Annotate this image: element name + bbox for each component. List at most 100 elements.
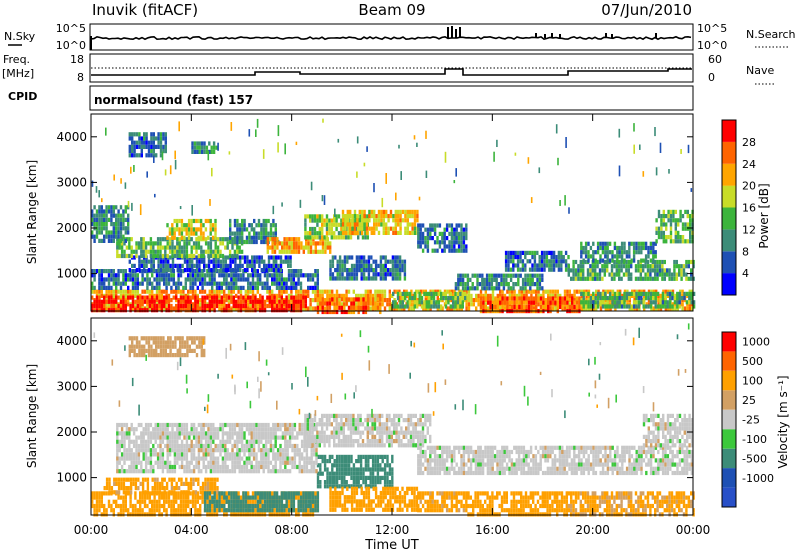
colorbar-tick-label: 24 [742,158,756,171]
power-cell [130,249,133,254]
power-cell [184,303,187,309]
power-cell [649,264,652,269]
power-cell [235,303,238,309]
power-cell [262,227,265,232]
power-cell [357,226,360,232]
power-cell [95,295,99,300]
power-cell [179,303,183,309]
velocity-cell [158,486,162,491]
velocity-cell [124,503,127,509]
power-cell [507,263,510,268]
velocity-cell [285,512,288,517]
power-cell [661,272,664,277]
power-cell [501,296,504,301]
power-cell [459,273,462,278]
power-cell [287,293,291,298]
power-cell [633,123,635,132]
power-cell [131,281,135,286]
power-cell [345,235,348,240]
power-cell [542,304,545,309]
power-cell [160,299,163,304]
power-cell [484,302,487,307]
power-cell [163,289,166,294]
power-cell [135,132,139,137]
power-cell [596,304,600,309]
power-cell [269,227,273,232]
power-cell [187,295,190,300]
power-cell [507,259,510,264]
power-cell [373,183,375,193]
power-cell [491,300,495,305]
power-cell [237,277,240,282]
power-cell [229,235,232,240]
power-cell [416,218,419,223]
power-cell [318,214,321,219]
power-cell [246,255,249,260]
power-cell [362,297,365,302]
power-cell [165,302,168,307]
power-cell [316,231,319,236]
power-cell [681,306,684,311]
power-cell [186,268,189,273]
power-cell [107,230,111,235]
power-cell [521,282,525,287]
power-cell [319,305,322,310]
power-cell [477,293,480,298]
power-cell [655,226,658,231]
power-cell [239,268,242,273]
power-cell [208,303,211,309]
power-cell [637,296,641,301]
power-cell [145,140,148,145]
velocity-cell [218,491,221,496]
power-cell [263,263,266,268]
power-cell [649,245,653,251]
velocity-cell [227,495,231,500]
power-cell [281,245,284,250]
power-cell [115,308,118,313]
velocity-cell [197,481,200,486]
power-cell [454,286,458,291]
velocity-cell [127,477,130,482]
power-cell [141,289,144,294]
power-cell [640,241,643,246]
power-cell [671,289,675,294]
nsearch-tick-bottom: 10^0 [697,39,727,52]
power-cell [271,273,274,278]
power-cell [672,239,675,244]
power-cell [280,303,283,309]
power-cell [676,291,679,296]
velocity-cell [146,481,150,486]
power-cell [297,277,300,282]
velocity-cell [182,503,185,509]
power-cell [142,249,145,254]
power-cell [209,237,213,242]
power-cell [194,308,197,313]
power-cell [635,300,638,305]
power-cell [275,303,279,309]
power-cell [105,127,107,136]
power-cell [335,301,339,306]
power-cell [580,254,583,259]
power-cell [168,245,172,250]
power-cell [237,295,240,300]
power-cell [260,235,263,240]
power-cell [155,295,159,300]
power-cell [167,259,170,264]
power-cell [598,268,602,273]
velocity-cell [206,499,209,504]
power-cell [125,245,129,250]
power-cell [299,285,303,290]
power-cell [201,273,204,278]
power-cell [316,285,319,290]
power-cell [91,281,94,286]
power-cell [489,296,492,301]
power-cell [271,289,274,294]
power-cell [283,237,286,242]
power-cell [410,293,413,298]
power-cell [227,263,230,268]
power-cell [457,231,461,236]
power-cell [395,192,397,201]
power-cell [536,273,539,278]
power-cell [229,239,232,245]
power-cell [287,285,291,290]
